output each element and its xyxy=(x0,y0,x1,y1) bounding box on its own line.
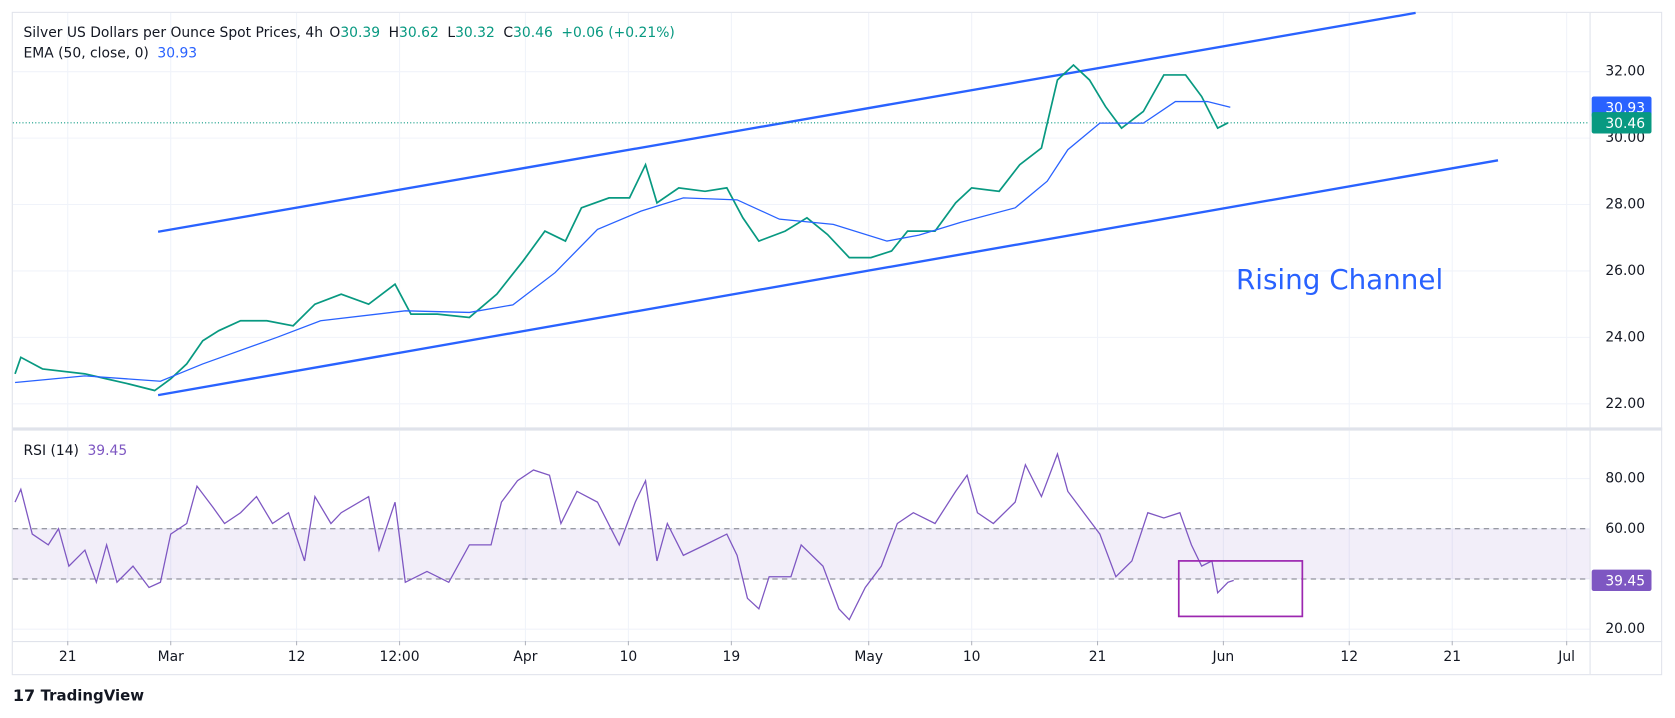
last-price-label: 30.46 xyxy=(1605,116,1645,132)
x-tick-label: 12:00 xyxy=(380,649,420,665)
y-tick-label: 24.00 xyxy=(1605,329,1645,345)
x-tick-label: 10 xyxy=(620,649,638,665)
x-tick-label: 19 xyxy=(723,649,741,665)
series-title: Silver US Dollars per Ounce Spot Prices,… xyxy=(24,25,324,41)
ema-legend: EMA (50, close, 0) 30.93 xyxy=(24,45,198,61)
last-value-label-bg xyxy=(1591,569,1652,592)
open-value: 30.39 xyxy=(340,25,380,41)
ema-value: 30.93 xyxy=(157,45,197,61)
y-tick-label: 22.00 xyxy=(1605,396,1645,412)
grid xyxy=(12,12,1590,642)
y-tick-label: 60.00 xyxy=(1605,521,1645,537)
series-line xyxy=(15,100,1231,384)
y-tick-label: 30.00 xyxy=(1605,130,1645,146)
axis: 22.0024.0026.0028.0030.0032.0030.9330.46… xyxy=(59,64,1652,665)
frame xyxy=(11,11,1663,676)
y-tick-label: 80.00 xyxy=(1605,471,1645,487)
ohlc-letter: C xyxy=(503,25,513,41)
high-value: 30.62 xyxy=(399,25,439,41)
plot xyxy=(12,11,1590,621)
x-tick-label: 21 xyxy=(1443,649,1461,665)
highlight-box xyxy=(1177,560,1304,618)
annotation: Rising Channel xyxy=(1236,263,1443,296)
x-tick-label: 21 xyxy=(1089,649,1107,665)
low-value: 30.32 xyxy=(455,25,495,41)
ohlc-letter: L xyxy=(447,25,455,41)
header: Silver US Dollars per Ounce Spot Prices,… xyxy=(24,25,675,41)
x-tick-label: May xyxy=(854,649,883,665)
channel-line xyxy=(157,159,1499,397)
last-value-label: 39.45 xyxy=(1605,573,1645,589)
logo: 𝟭𝟳 TradingView xyxy=(13,686,144,705)
x-tick-label: Mar xyxy=(158,649,184,665)
rsi-value: 39.45 xyxy=(87,443,127,459)
rsi-legend: RSI (14) 39.45 xyxy=(24,443,128,459)
rsi-band xyxy=(12,528,1590,579)
x-tick-label: 21 xyxy=(59,649,77,665)
last-price-label-bg xyxy=(1591,112,1652,134)
ohlc-letter: H xyxy=(389,25,399,41)
y-tick-label: 20.00 xyxy=(1605,621,1645,637)
rsi-name: RSI (14) xyxy=(24,443,79,459)
y-tick-label: 26.00 xyxy=(1605,263,1645,279)
x-tick-label: Jul xyxy=(1557,649,1575,665)
ema-name: EMA (50, close, 0) xyxy=(24,45,149,61)
ohlc-letter: O xyxy=(329,25,340,41)
change-value: +0.06 (+0.21%) xyxy=(561,25,674,41)
logo-mark: 𝟭𝟳 xyxy=(13,686,35,705)
x-tick-label: 12 xyxy=(288,649,306,665)
close-value: 30.46 xyxy=(513,25,553,41)
y-tick-label: 32.00 xyxy=(1605,64,1645,80)
channel-line xyxy=(157,11,1416,233)
series-line xyxy=(14,451,1234,621)
x-tick-label: Apr xyxy=(513,649,537,665)
series-line xyxy=(14,63,1229,392)
logo-text: TradingView xyxy=(41,687,145,705)
y-tick-label: 28.00 xyxy=(1605,197,1645,213)
x-tick-label: 12 xyxy=(1340,649,1358,665)
x-tick-label: Jun xyxy=(1212,649,1235,665)
x-tick-label: 10 xyxy=(963,649,981,665)
